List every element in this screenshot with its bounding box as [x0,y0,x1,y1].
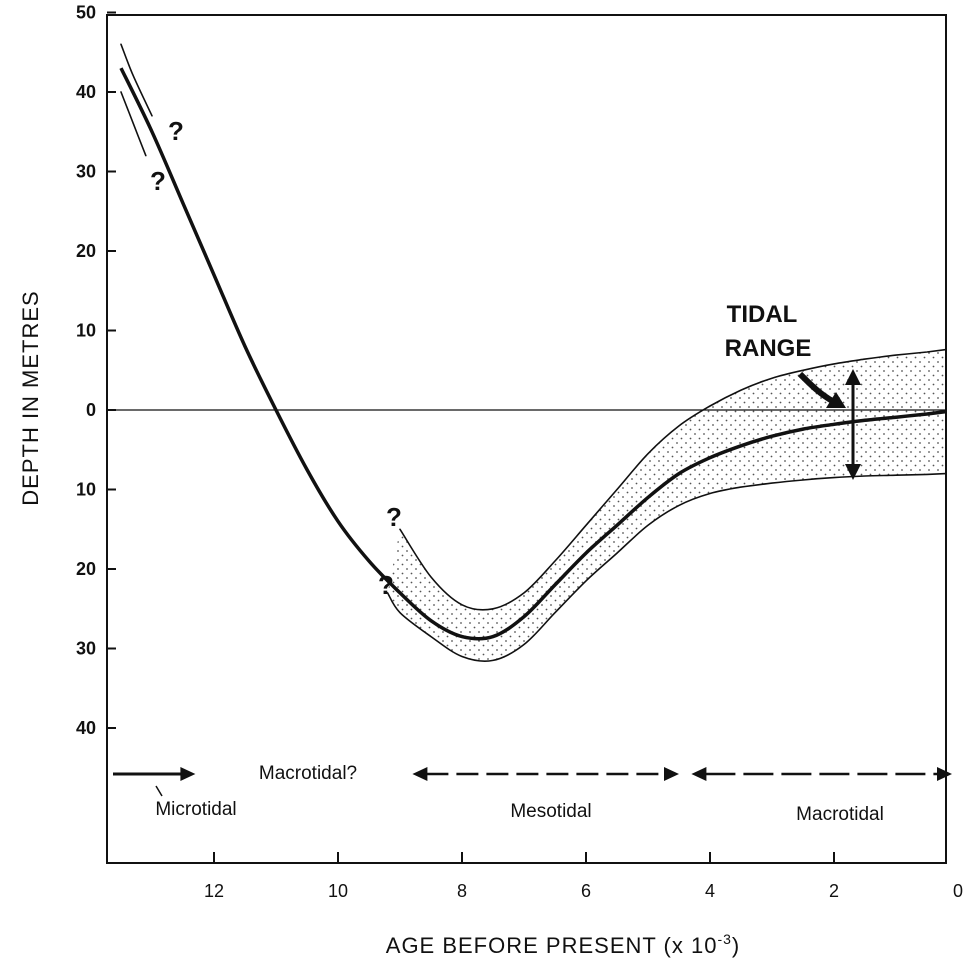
y-tick-label: 40 [76,718,96,738]
regime-label-microtidal: Microtidal [155,799,236,820]
x-axis-title-main: AGE BEFORE PRESENT (x 10 [386,933,718,958]
tidal-range-arrow-bottom [845,464,861,480]
y-tick-label: 0 [86,400,96,420]
lower-bound-line-early [120,91,147,157]
regime-arrow-macrotidal-left-head [691,767,707,781]
x-axis-title-close: ) [732,933,740,958]
tidal-range-arrow-top [845,369,861,385]
x-tick-label: 10 [328,881,348,901]
tidal-range-pointer-arrowhead [826,392,846,408]
question-mark-upper-trough: ? [386,502,402,532]
series-lines [119,43,947,662]
x-tick-label: 8 [457,881,467,901]
x-tick-label: 6 [581,881,591,901]
tidal-range-band [387,349,947,662]
x-axis-title: AGE BEFORE PRESENT (x 10-3) [386,931,740,958]
x-ticks: 12 10 8 6 4 2 0 [204,852,963,901]
y-tick-label: 10 [76,480,96,500]
y-tick-label: 30 [76,162,96,182]
question-mark-upper-left: ? [168,116,184,146]
y-tick-label: 50 [76,3,96,23]
tidal-range-band-fill [387,349,947,662]
upper-bound-line-early [120,43,153,117]
regime-label-macrotidal-query: Macrotidal? [259,763,357,784]
x-tick-label: 2 [829,881,839,901]
x-axis-title-exponent: -3 [717,931,731,947]
y-tick-label: 10 [76,321,96,341]
y-tick-label: 20 [76,241,96,261]
microtidal-pointer [155,785,163,797]
regime-label-mesotidal: Mesotidal [510,801,591,822]
tidal-regime-arrows: Microtidal Macrotidal? Mesotidal Macrotidal [113,763,952,825]
tidal-range-label-line2: RANGE [725,335,812,362]
y-ticks: 50 40 30 20 10 0 10 20 30 40 [76,3,116,738]
x-tick-label: 12 [204,881,224,901]
y-axis-title: DEPTH IN METRES [18,290,43,505]
y-tick-label: 40 [76,82,96,102]
regime-label-macrotidal: Macrotidal [796,804,884,825]
mean-sea-level-line [119,67,947,641]
lower-bound-line [386,472,947,662]
question-mark-lower-trough: ? [378,570,394,600]
x-tick-label: 0 [953,881,963,901]
tidal-range-pointer-arrow [797,371,836,405]
regime-arrow-mesotidal-right-head [664,767,679,781]
regime-arrow-macrotidal-right-head [937,767,952,781]
y-tick-label: 30 [76,639,96,659]
regime-arrow-mesotidal-left-head [412,767,428,781]
question-mark-lower-left: ? [150,166,166,196]
y-tick-label: 20 [76,559,96,579]
x-tick-label: 4 [705,881,715,901]
regime-arrow-microtidal-head [180,767,196,781]
tidal-range-label-line1: TIDAL [727,301,798,328]
upper-bound-line [399,348,947,611]
